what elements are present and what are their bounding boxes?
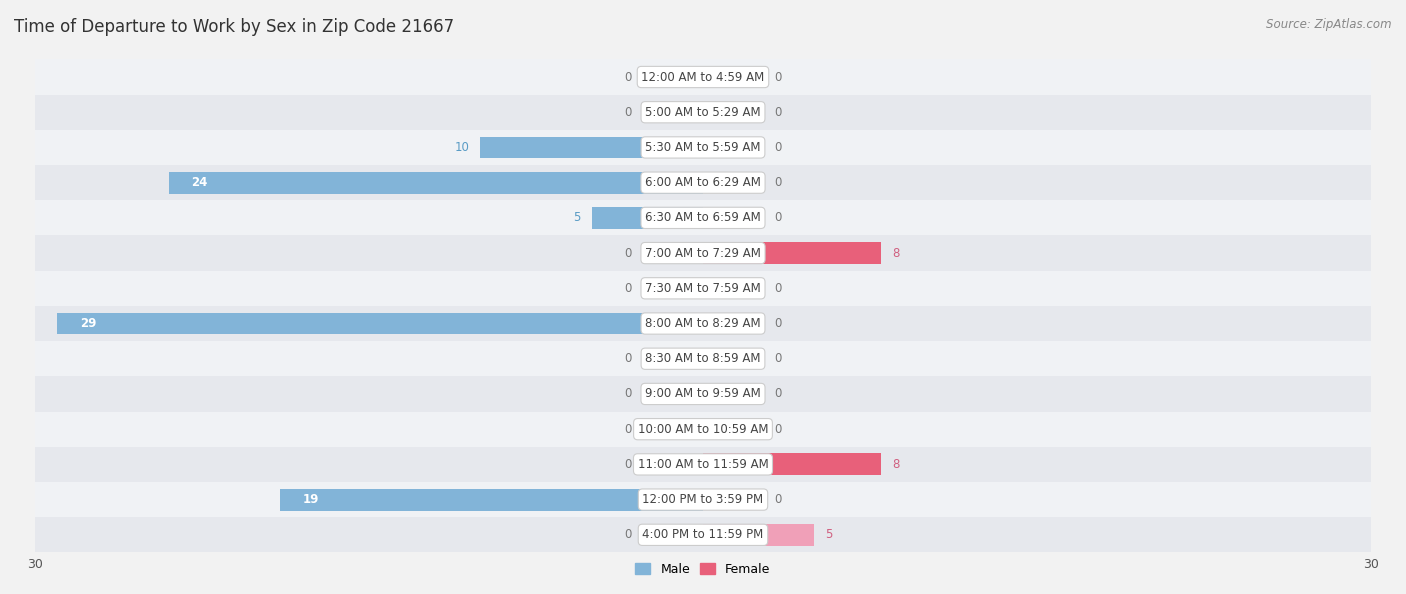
Bar <box>35 271 1371 306</box>
Text: 12:00 AM to 4:59 AM: 12:00 AM to 4:59 AM <box>641 71 765 84</box>
Bar <box>592 207 703 229</box>
Text: 0: 0 <box>775 141 782 154</box>
Text: 0: 0 <box>775 106 782 119</box>
Bar <box>481 137 703 159</box>
Text: 0: 0 <box>624 71 631 84</box>
Text: 0: 0 <box>775 282 782 295</box>
Text: 0: 0 <box>775 211 782 225</box>
Text: 4:00 PM to 11:59 PM: 4:00 PM to 11:59 PM <box>643 528 763 541</box>
Text: 5:00 AM to 5:29 AM: 5:00 AM to 5:29 AM <box>645 106 761 119</box>
Text: 7:00 AM to 7:29 AM: 7:00 AM to 7:29 AM <box>645 247 761 260</box>
Bar <box>35 482 1371 517</box>
Bar <box>703 524 814 546</box>
Text: 10:00 AM to 10:59 AM: 10:00 AM to 10:59 AM <box>638 423 768 435</box>
Text: 0: 0 <box>624 282 631 295</box>
Bar <box>35 200 1371 235</box>
Text: 29: 29 <box>80 317 96 330</box>
Text: 9:00 AM to 9:59 AM: 9:00 AM to 9:59 AM <box>645 387 761 400</box>
Text: 5:30 AM to 5:59 AM: 5:30 AM to 5:59 AM <box>645 141 761 154</box>
Bar <box>35 377 1371 412</box>
Bar <box>35 306 1371 341</box>
Text: 8:00 AM to 8:29 AM: 8:00 AM to 8:29 AM <box>645 317 761 330</box>
Bar <box>703 453 882 475</box>
Bar <box>35 412 1371 447</box>
Text: 0: 0 <box>624 458 631 471</box>
Bar <box>35 165 1371 200</box>
Text: 0: 0 <box>775 71 782 84</box>
Text: 11:00 AM to 11:59 AM: 11:00 AM to 11:59 AM <box>638 458 768 471</box>
Text: 24: 24 <box>191 176 207 189</box>
Text: 8: 8 <box>893 247 900 260</box>
Bar <box>35 130 1371 165</box>
Text: 6:30 AM to 6:59 AM: 6:30 AM to 6:59 AM <box>645 211 761 225</box>
Text: Source: ZipAtlas.com: Source: ZipAtlas.com <box>1267 18 1392 31</box>
Bar <box>280 489 703 510</box>
Text: 0: 0 <box>624 528 631 541</box>
Text: 12:00 PM to 3:59 PM: 12:00 PM to 3:59 PM <box>643 493 763 506</box>
Text: 8: 8 <box>893 458 900 471</box>
Text: 0: 0 <box>624 106 631 119</box>
Text: 0: 0 <box>775 176 782 189</box>
Text: 5: 5 <box>825 528 832 541</box>
Text: 0: 0 <box>775 317 782 330</box>
Text: 19: 19 <box>302 493 319 506</box>
Text: 0: 0 <box>624 423 631 435</box>
Bar <box>35 59 1371 94</box>
Text: 10: 10 <box>454 141 470 154</box>
Text: Time of Departure to Work by Sex in Zip Code 21667: Time of Departure to Work by Sex in Zip … <box>14 18 454 36</box>
Text: 0: 0 <box>775 423 782 435</box>
Text: 5: 5 <box>574 211 581 225</box>
Text: 6:00 AM to 6:29 AM: 6:00 AM to 6:29 AM <box>645 176 761 189</box>
Text: 0: 0 <box>775 493 782 506</box>
Text: 0: 0 <box>775 352 782 365</box>
Bar <box>35 235 1371 271</box>
Text: 0: 0 <box>624 247 631 260</box>
Text: 0: 0 <box>775 387 782 400</box>
Legend: Male, Female: Male, Female <box>630 558 776 581</box>
Bar <box>35 447 1371 482</box>
Bar <box>35 517 1371 552</box>
Bar <box>58 312 703 334</box>
Bar <box>35 341 1371 377</box>
Bar <box>703 242 882 264</box>
Text: 0: 0 <box>624 352 631 365</box>
Text: 0: 0 <box>624 387 631 400</box>
Bar <box>35 94 1371 130</box>
Text: 8:30 AM to 8:59 AM: 8:30 AM to 8:59 AM <box>645 352 761 365</box>
Bar <box>169 172 703 194</box>
Text: 7:30 AM to 7:59 AM: 7:30 AM to 7:59 AM <box>645 282 761 295</box>
